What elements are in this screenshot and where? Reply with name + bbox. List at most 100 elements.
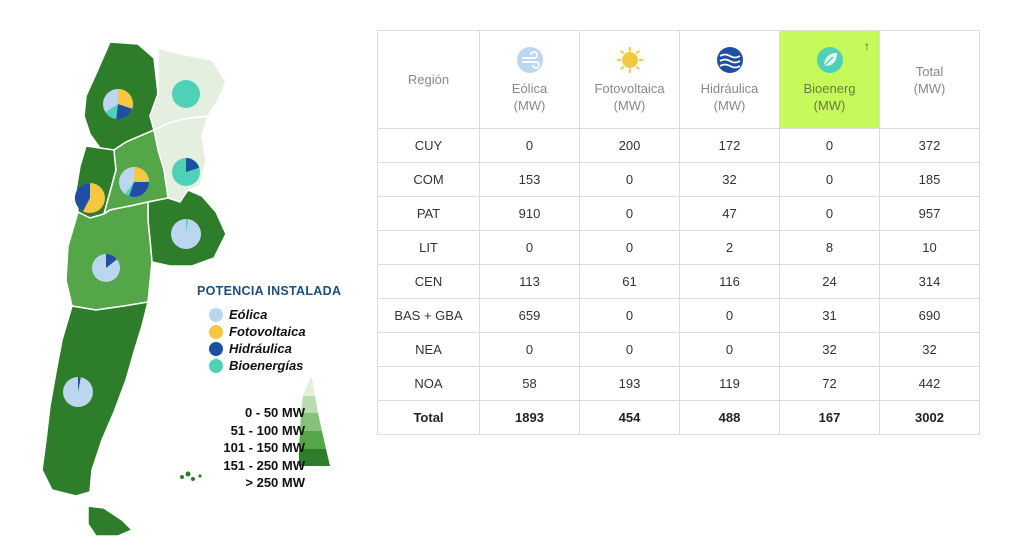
wind-icon <box>516 46 543 73</box>
sun-icon <box>616 46 643 73</box>
argentina-map: POTENCIA INSTALADA Eólica Fotovoltaica H… <box>30 30 360 545</box>
pie-com <box>92 253 120 282</box>
cell-eolica: 153 <box>479 162 580 197</box>
header-bioenergias[interactable]: ↑ Bioenerg (MW) <box>779 30 880 129</box>
cell-bioenergias: 0 <box>779 196 880 231</box>
leaf-icon <box>816 46 843 73</box>
sort-ascending-icon[interactable]: ↑ <box>864 39 870 53</box>
region-pat <box>41 301 150 497</box>
cell-bioenergias: 31 <box>779 298 880 333</box>
table-total-row: Total 1893 454 488 167 3002 <box>377 400 980 435</box>
cell-fotovoltaica: 0 <box>579 298 680 333</box>
cell-bioenergias: 32 <box>779 332 880 367</box>
cell-hidraulica: 488 <box>679 400 780 435</box>
power-scale: 0 - 50 MW 51 - 100 MW 101 - 150 MW 151 -… <box>197 404 357 499</box>
cell-total: 10 <box>879 230 980 265</box>
pie-cuy <box>74 182 105 213</box>
cell-eolica: 0 <box>479 332 580 367</box>
header-eolica[interactable]: Eólica (MW) <box>479 30 580 129</box>
cell-bioenergias: 72 <box>779 366 880 401</box>
cell-region: LIT <box>377 230 480 265</box>
cell-fotovoltaica: 200 <box>579 128 680 163</box>
cell-fotovoltaica: 61 <box>579 264 680 299</box>
cell-bioenergias: 0 <box>779 162 880 197</box>
cell-total: 442 <box>879 366 980 401</box>
table-body: CUY 0 200 172 0 372 COM 153 0 32 0 185 P… <box>377 128 980 435</box>
water-icon <box>716 46 743 73</box>
scale-label: 51 - 100 MW <box>230 422 305 438</box>
map-legend: POTENCIA INSTALADA Eólica Fotovoltaica H… <box>197 284 357 490</box>
header-hidraulica[interactable]: Hidráulica (MW) <box>679 30 780 129</box>
cell-eolica: 910 <box>479 196 580 231</box>
table-row: NEA 0 0 0 32 32 <box>377 332 980 367</box>
header-total[interactable]: Total (MW) <box>879 30 980 129</box>
islands <box>180 471 202 481</box>
cell-eolica: 0 <box>479 128 580 163</box>
cell-bioenergias: 167 <box>779 400 880 435</box>
cell-total: 32 <box>879 332 980 367</box>
scale-label: > 250 MW <box>245 475 305 490</box>
cell-eolica: 113 <box>479 264 580 299</box>
cell-hidraulica: 172 <box>679 128 780 163</box>
legend-items: Eólica Fotovoltaica Hidráulica Bioenergí… <box>209 306 357 374</box>
scale-label: 151 - 250 MW <box>223 457 305 473</box>
cell-total: 3002 <box>879 400 980 435</box>
cell-hidraulica: 0 <box>679 332 780 367</box>
cell-region: CUY <box>377 128 480 163</box>
cell-fotovoltaica: 0 <box>579 162 680 197</box>
cell-fotovoltaica: 193 <box>579 366 680 401</box>
region-map-svg <box>41 41 330 537</box>
power-table-container: Región Eólica (MW) <box>377 30 980 435</box>
table-row: BAS + GBA 659 0 0 31 690 <box>377 298 980 333</box>
leaf-icon <box>209 358 223 373</box>
legend-item-eolica: Eólica <box>209 306 357 323</box>
cell-total: 314 <box>879 264 980 299</box>
cell-hidraulica: 119 <box>679 366 780 401</box>
cell-hidraulica: 2 <box>679 230 780 265</box>
header-fotovoltaica[interactable]: Fotovoltaica (MW) <box>579 30 680 129</box>
cell-total: 372 <box>879 128 980 163</box>
power-table: Región Eólica (MW) <box>377 30 980 435</box>
legend-item-hidraulica: Hidráulica <box>209 340 357 357</box>
pie-bas-gba <box>171 218 201 249</box>
scale-label: 101 - 150 MW <box>223 440 305 455</box>
cell-region: PAT <box>377 196 480 231</box>
cell-hidraulica: 116 <box>679 264 780 299</box>
pie-noa <box>103 89 133 120</box>
cell-fotovoltaica: 0 <box>579 196 680 231</box>
legend-item-fotovoltaica: Fotovoltaica <box>209 323 357 340</box>
water-icon <box>209 341 223 356</box>
cell-bioenergias: 24 <box>779 264 880 299</box>
cell-hidraulica: 32 <box>679 162 780 197</box>
region-tierra-del-fuego <box>87 505 134 537</box>
table-row: PAT 910 0 47 0 957 <box>377 196 980 231</box>
scale-triangle <box>299 378 330 466</box>
cell-region: COM <box>377 162 480 197</box>
sun-icon <box>209 324 223 339</box>
wind-icon <box>209 307 223 322</box>
pie-lit <box>172 158 200 186</box>
cell-fotovoltaica: 0 <box>579 332 680 367</box>
table-row: COM 153 0 32 0 185 <box>377 162 980 197</box>
table-row: LIT 0 0 2 8 10 <box>377 230 980 265</box>
legend-item-bioenergias: Bioenergías <box>209 357 357 374</box>
cell-bioenergias: 8 <box>779 230 880 265</box>
cell-total: 185 <box>879 162 980 197</box>
cell-region: CEN <box>377 264 480 299</box>
cell-eolica: 0 <box>479 230 580 265</box>
cell-total: 690 <box>879 298 980 333</box>
cell-fotovoltaica: 0 <box>579 230 680 265</box>
cell-eolica: 659 <box>479 298 580 333</box>
cell-total: 957 <box>879 196 980 231</box>
cell-eolica: 1893 <box>479 400 580 435</box>
table-row: CUY 0 200 172 0 372 <box>377 128 980 163</box>
header-region[interactable]: Región <box>377 30 480 129</box>
cell-region: NEA <box>377 332 480 367</box>
cell-fotovoltaica: 454 <box>579 400 680 435</box>
cell-region: NOA <box>377 366 480 401</box>
cell-eolica: 58 <box>479 366 580 401</box>
cell-region: Total <box>377 400 480 435</box>
pie-pat <box>63 377 93 407</box>
scale-label: 0 - 50 MW <box>245 405 305 420</box>
pie-nea <box>172 80 200 108</box>
